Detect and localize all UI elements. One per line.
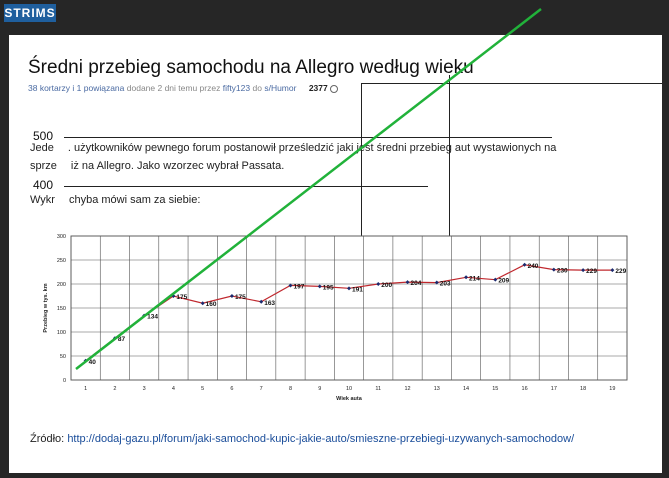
- comments-link[interactable]: 38 kor: [28, 83, 52, 93]
- paragraph-line-1: Jede . użytkowników pewnego forum postano…: [30, 142, 556, 154]
- article-meta: 38 kortarzy i 1 powiązana dodane 2 dni t…: [28, 83, 338, 93]
- data-label: 191: [352, 286, 363, 293]
- axis-label-400: 400: [31, 178, 56, 192]
- paragraph-line-3: Wykr chyba mówi sam za siebie:: [30, 194, 200, 206]
- data-label: 160: [206, 301, 217, 308]
- overlay-hline-500: [64, 137, 552, 138]
- source-line: Źródło: http://dodaj-gazu.pl/forum/jaki-…: [30, 433, 574, 445]
- para3-start: Wykr: [30, 194, 55, 206]
- x-tick-label: 6: [230, 386, 233, 392]
- y-axis-title: Przebieg w tys. km: [43, 283, 49, 332]
- added-text: dodane 2 dni temu przez: [126, 83, 221, 93]
- para2-start: sprze: [30, 160, 57, 172]
- article-page: Średni przebieg samochodu na Allegro wed…: [9, 35, 662, 473]
- x-tick-label: 7: [260, 386, 263, 392]
- data-label: 204: [411, 280, 422, 287]
- do-text: do: [252, 83, 262, 93]
- overlay-vline-left: [361, 83, 362, 245]
- author-link[interactable]: fifty123: [222, 83, 251, 93]
- data-point: [610, 268, 615, 273]
- comments-link-rest[interactable]: tarzy i 1 powiązana: [51, 83, 125, 93]
- para1-start: Jede: [30, 142, 54, 154]
- data-label: 214: [469, 275, 480, 282]
- x-tick-label: 13: [434, 386, 440, 392]
- strims-logo[interactable]: STRIMS: [4, 4, 56, 22]
- source-label: Źródło:: [30, 433, 65, 445]
- data-label: 195: [323, 284, 334, 291]
- data-point: [551, 267, 556, 272]
- data-label: 87: [118, 336, 126, 343]
- data-point: [581, 268, 586, 273]
- view-icon: [329, 84, 338, 93]
- overlay-hline-top: [362, 83, 662, 84]
- x-tick-label: 10: [346, 386, 352, 392]
- axis-label-500: 500: [31, 129, 56, 143]
- article-title[interactable]: Średni przebieg samochodu na Allegro wed…: [28, 57, 474, 78]
- x-tick-label: 17: [551, 386, 557, 392]
- data-label: 197: [293, 283, 304, 290]
- data-label: 175: [176, 294, 187, 301]
- y-tick-label: 200: [57, 282, 66, 288]
- y-tick-label: 100: [57, 330, 66, 336]
- data-label: 163: [264, 300, 275, 307]
- data-label: 229: [586, 268, 597, 275]
- data-label: 229: [615, 268, 626, 275]
- data-label: 200: [381, 282, 392, 289]
- para1-rest: . użytkowników pewnego forum postanowił …: [67, 142, 557, 154]
- x-tick-label: 19: [609, 386, 615, 392]
- x-tick-label: 4: [172, 386, 175, 392]
- category-link[interactable]: s/Humor: [264, 83, 297, 93]
- x-tick-label: 18: [580, 386, 586, 392]
- x-tick-label: 1: [84, 386, 87, 392]
- paragraph-line-2: sprze iż na Allegro. Jako wzorzec wybrał …: [30, 160, 284, 172]
- y-tick-label: 300: [57, 234, 66, 240]
- y-tick-label: 150: [57, 306, 66, 312]
- x-tick-label: 14: [463, 386, 469, 392]
- x-tick-label: 16: [522, 386, 528, 392]
- data-label: 240: [528, 263, 539, 270]
- y-tick-label: 250: [57, 258, 66, 264]
- data-label: 209: [498, 278, 509, 285]
- x-tick-label: 9: [318, 386, 321, 392]
- x-tick-label: 3: [143, 386, 146, 392]
- overlay-hline-400: [64, 186, 428, 187]
- para2-rest: iż na Allegro. Jako wzorzec wybrał Passa…: [70, 160, 285, 172]
- y-tick-label: 0: [63, 378, 66, 384]
- x-tick-label: 15: [492, 386, 498, 392]
- y-tick-label: 50: [60, 354, 66, 360]
- view-count: 2377: [308, 83, 328, 93]
- source-link[interactable]: http://dodaj-gazu.pl/forum/jaki-samochod…: [67, 433, 575, 445]
- x-axis-title: Wiek auta: [336, 396, 363, 402]
- x-tick-label: 2: [113, 386, 116, 392]
- data-label: 40: [89, 359, 97, 366]
- overlay-vline-right: [449, 75, 450, 245]
- x-tick-label: 8: [289, 386, 292, 392]
- data-label: 230: [557, 268, 568, 275]
- x-tick-label: 12: [404, 386, 410, 392]
- x-tick-label: 11: [375, 386, 381, 392]
- x-tick-label: 5: [201, 386, 204, 392]
- para3-rest: chyba mówi sam za siebie:: [68, 194, 201, 206]
- data-label: 175: [235, 294, 246, 301]
- data-label: 134: [147, 314, 158, 321]
- data-label: 203: [440, 281, 451, 288]
